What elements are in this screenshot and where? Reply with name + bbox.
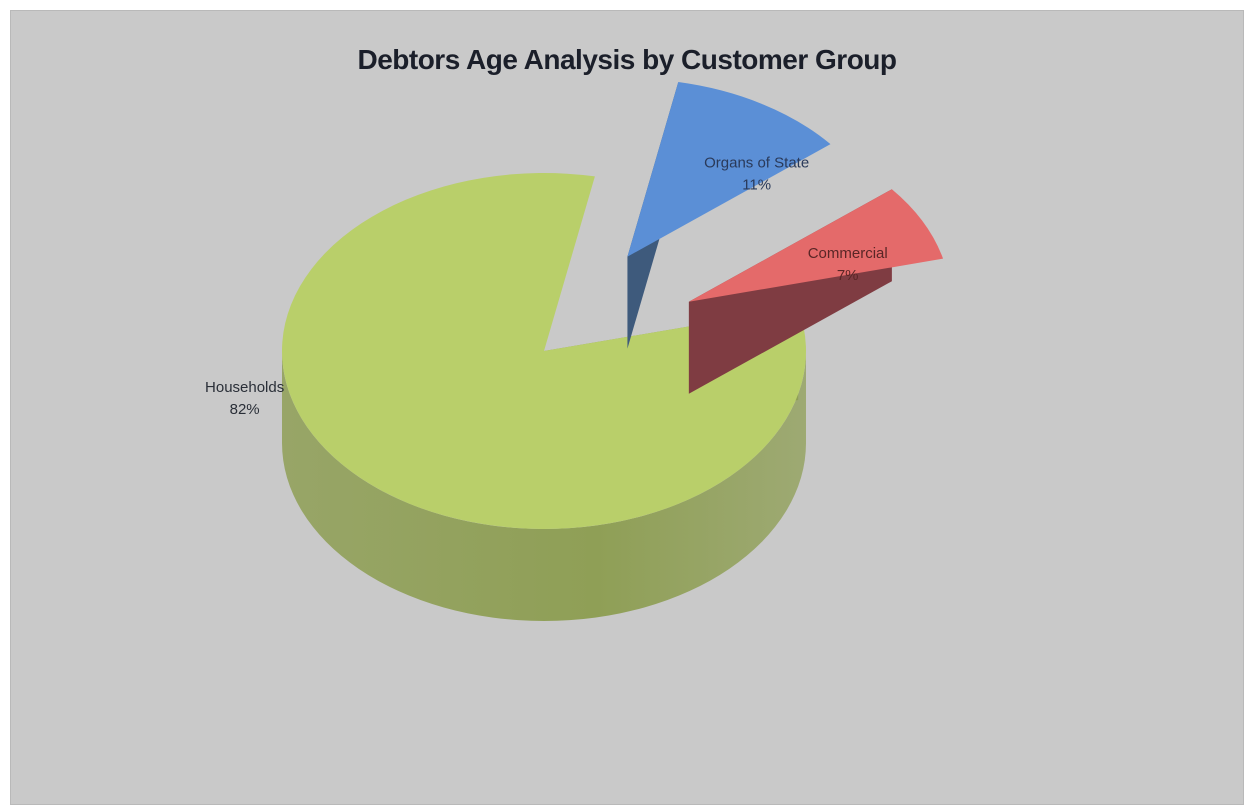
slice-value-commercial: 7% <box>837 267 859 284</box>
pie-slice-commercial <box>688 189 944 302</box>
slice-label-commercial: Commercial <box>808 245 888 262</box>
slice-label-households: Households <box>205 379 284 396</box>
pie-slice-side-households <box>282 351 806 621</box>
pie-chart: Households 82% Organs of State 11% Commercia… <box>205 82 944 621</box>
chart-title: Debtors Age Analysis by Customer Group <box>357 44 897 75</box>
chart-area: Debtors Age Analysis by Customer Group H… <box>10 10 1244 805</box>
slice-value-households: 82% <box>230 401 260 418</box>
slice-value-organs-of-state: 11% <box>742 177 771 194</box>
slice-label-organs-of-state: Organs of State <box>704 155 809 172</box>
pie-slices <box>281 82 944 621</box>
pie-slice-households <box>281 173 806 529</box>
pie-slice-organs-of-state <box>627 82 831 257</box>
